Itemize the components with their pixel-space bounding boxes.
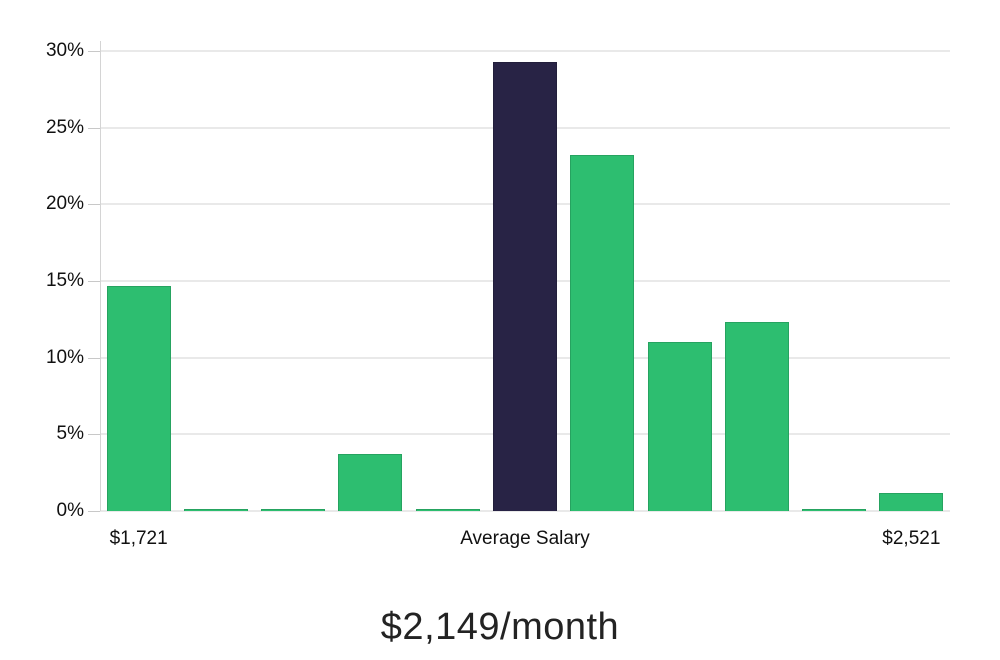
- x-axis-label: Average Salary: [460, 528, 590, 549]
- y-axis-line: [100, 41, 101, 511]
- y-axis-tick-25%: [88, 127, 100, 129]
- y-axis-tick-15%: [88, 281, 100, 282]
- y-axis-tick-20%: [88, 204, 100, 206]
- y-axis-label: 25%: [45, 116, 84, 138]
- y-axis-label: 5%: [56, 423, 84, 445]
- y-axis-tick-5%: [88, 434, 100, 436]
- y-axis-tick-0%: [88, 511, 100, 512]
- bar: [647, 342, 712, 511]
- y-axis-label: 15%: [45, 270, 84, 291]
- gridline-30%: [100, 50, 950, 52]
- bar: [570, 155, 635, 511]
- x-axis-label: $2,521: [882, 528, 941, 549]
- bar: [879, 492, 944, 511]
- x-axis-label: $1,721: [109, 528, 168, 549]
- y-axis-tick-30%: [88, 51, 100, 52]
- bar-average-salary: [493, 61, 557, 511]
- y-axis-label: 30%: [45, 40, 84, 61]
- y-axis-tick-10%: [88, 357, 100, 359]
- bar: [724, 322, 789, 511]
- plot-area: [100, 50, 950, 512]
- y-axis-label: 20%: [45, 193, 84, 215]
- bar: [338, 454, 403, 511]
- bar: [261, 509, 326, 511]
- y-axis-label: 0%: [56, 500, 84, 521]
- bar: [415, 509, 480, 511]
- y-axis-label: 10%: [45, 346, 84, 368]
- bar: [183, 509, 248, 511]
- bar: [802, 509, 867, 511]
- gridline-0%: [100, 510, 950, 512]
- bar: [106, 285, 171, 511]
- chart-title: $2,149/month: [380, 606, 620, 648]
